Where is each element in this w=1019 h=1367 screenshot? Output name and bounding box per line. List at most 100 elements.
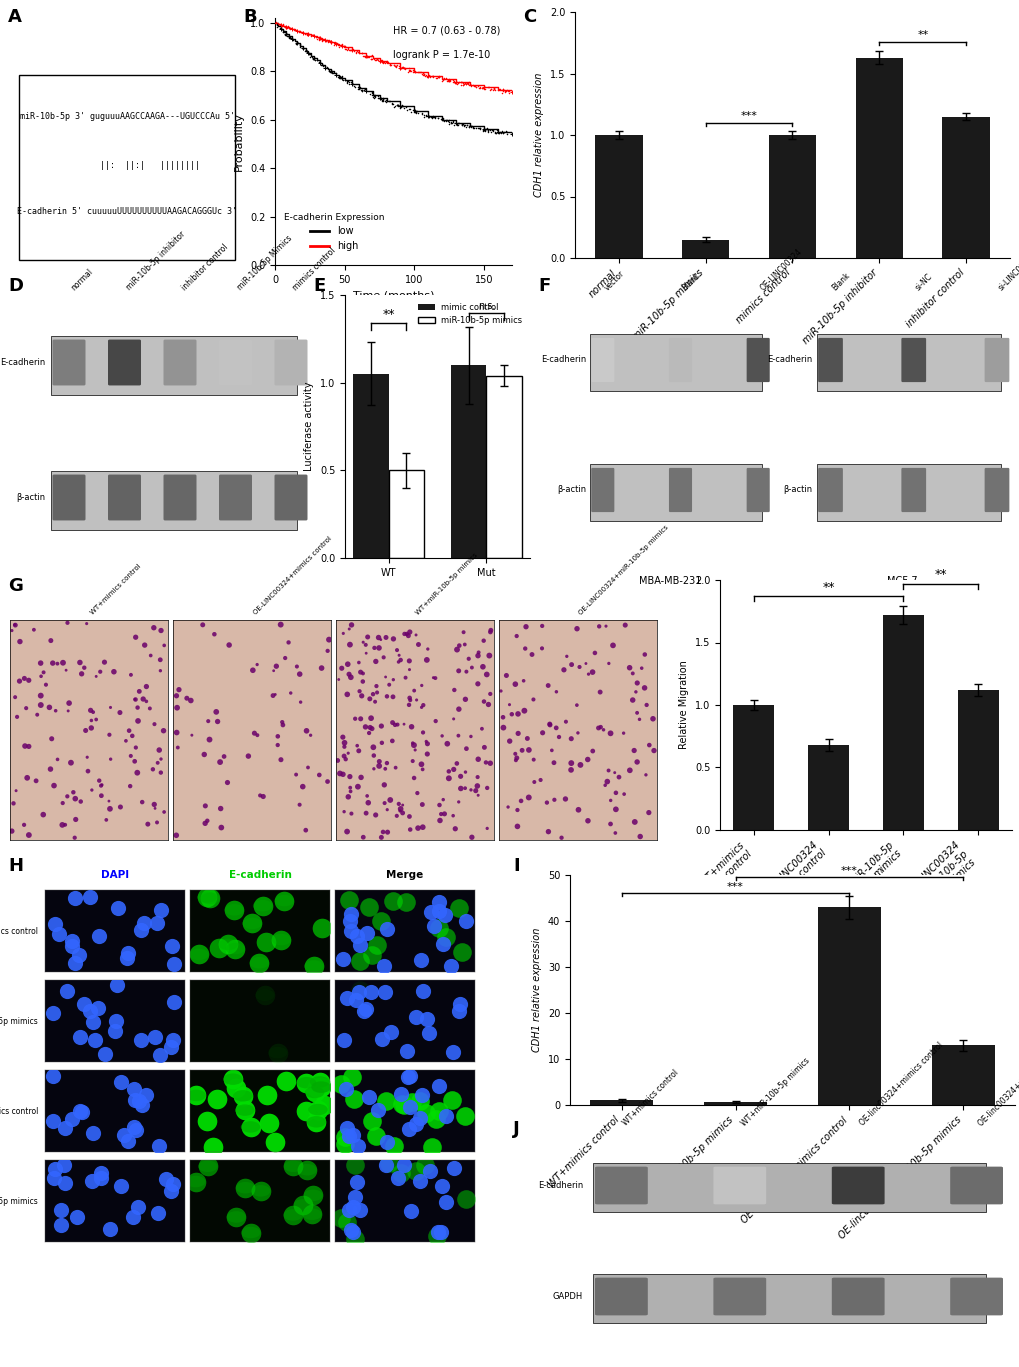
Point [429,1225,445,1247]
Text: si-NC: si-NC [913,272,933,293]
Point [60,700,76,722]
Bar [592,1274,985,1323]
Point [494,78,511,100]
Point [485,78,501,100]
Point [283,18,300,40]
Point [419,1007,435,1029]
Point [102,748,118,770]
Point [166,991,182,1013]
Bar [486,376,521,558]
FancyBboxPatch shape [817,468,842,513]
Point [226,899,243,921]
Text: **: ** [382,309,394,321]
Point [335,36,352,57]
Text: mimics control: mimics control [290,246,337,293]
Point [464,656,480,678]
Point [614,722,631,744]
Point [334,68,351,90]
Point [488,119,504,141]
Point [289,33,306,55]
Point [458,1188,474,1210]
Point [525,689,541,711]
Point [156,634,172,656]
Point [216,745,232,767]
Point [352,950,368,972]
Point [626,740,642,761]
Point [16,735,33,757]
Point [350,41,366,63]
Point [427,709,443,731]
Point [319,29,335,51]
Point [88,708,104,730]
Point [327,62,343,83]
Point [450,660,467,682]
Point [452,71,469,93]
Point [323,30,339,52]
Point [371,750,387,772]
Bar [353,375,388,558]
Point [147,797,163,819]
Point [499,123,516,145]
Point [597,615,613,637]
Point [457,689,473,711]
Point [314,29,330,51]
Point [197,812,213,834]
Point [279,15,296,37]
Point [417,64,433,86]
Point [373,87,389,109]
Bar [817,908,880,1105]
Text: G: G [8,577,22,595]
Point [369,85,385,107]
Point [428,67,444,89]
Point [638,694,654,716]
Point [280,632,297,653]
Point [450,897,467,919]
Point [280,25,297,46]
Point [460,74,476,96]
Point [454,621,471,642]
Point [298,1100,314,1122]
Bar [931,1046,994,1105]
Point [343,40,360,62]
Y-axis label: Luciferase activity: Luciferase activity [304,381,314,472]
Point [317,30,333,52]
Point [500,82,517,104]
Point [54,791,70,813]
Point [127,689,144,711]
Point [408,103,424,124]
Point [65,782,82,804]
Point [279,23,296,45]
Point [495,716,512,738]
Point [298,40,314,62]
Point [352,78,368,100]
Point [330,36,346,57]
Point [59,612,75,634]
Point [397,891,414,913]
Circle shape [283,1161,303,1172]
Point [90,998,106,1020]
Point [361,46,377,68]
Point [445,115,462,137]
Point [360,791,376,813]
Point [553,827,570,849]
Point [388,94,405,116]
Point [45,652,61,674]
Point [319,31,335,53]
Point [476,118,492,139]
FancyBboxPatch shape [274,474,307,521]
Point [453,71,470,93]
Point [406,101,422,123]
Point [338,987,355,1009]
Point [514,740,530,761]
Point [459,113,475,135]
Point [344,1124,361,1146]
Circle shape [189,949,208,960]
Point [191,943,207,965]
Point [288,33,305,55]
Point [384,712,400,734]
Point [147,1027,163,1048]
Point [435,789,451,811]
Point [419,105,435,127]
Point [395,96,412,118]
Point [359,785,375,807]
